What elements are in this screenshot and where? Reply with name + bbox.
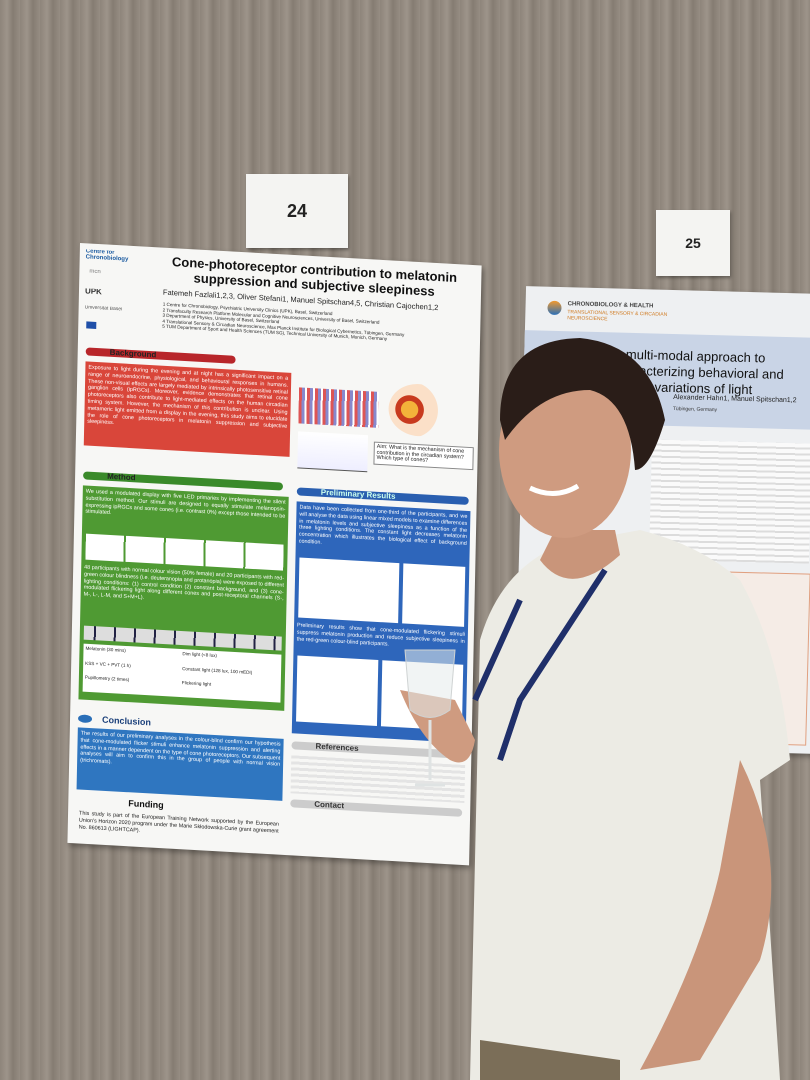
glass-stem bbox=[415, 720, 445, 787]
poster-number: 24 bbox=[246, 174, 348, 248]
wine-glass bbox=[404, 649, 456, 718]
neck bbox=[540, 530, 620, 579]
lanyard bbox=[472, 568, 608, 761]
trousers bbox=[480, 1040, 620, 1080]
poster-number: 25 bbox=[656, 210, 730, 276]
hair bbox=[500, 338, 665, 470]
arm bbox=[640, 760, 772, 1070]
smile bbox=[528, 483, 580, 496]
